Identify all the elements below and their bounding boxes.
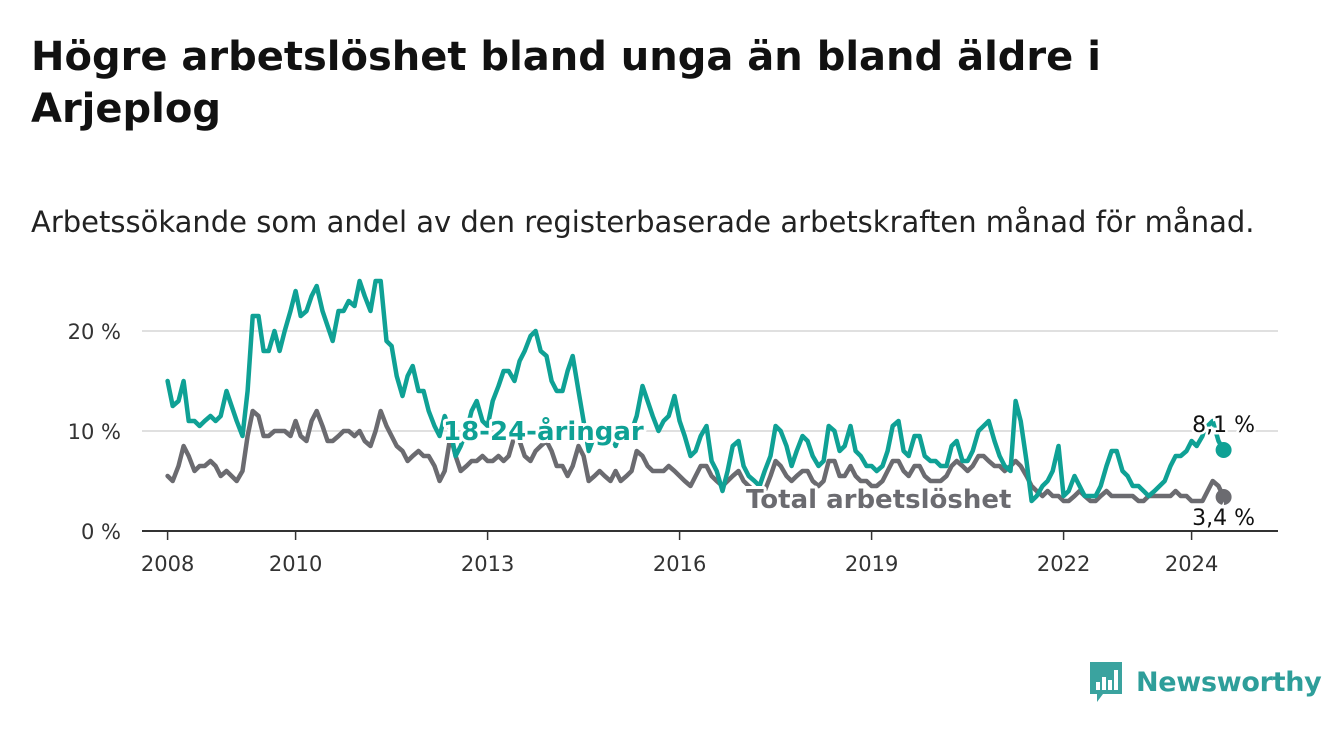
newsworthy-logo-icon [1090,662,1122,702]
y-axis: 0 % 10 % 20 % [68,320,121,544]
x-tick-label: 2008 [141,552,194,576]
x-tick-label: 2024 [1165,552,1218,576]
x-tick-label: 2013 [461,552,514,576]
x-tick-label: 2022 [1037,552,1090,576]
series-label-total: Total arbetslöshet [746,485,1011,515]
newsworthy-brand[interactable]: Newsworthy [1088,660,1322,704]
chart-subtitle: Arbetssökande som andel av den registerb… [31,205,1255,239]
x-tick-label: 2010 [269,552,322,576]
series-label-18-24: 18-24-åringar [443,415,644,447]
end-label-total: 3,4 % [1192,506,1255,531]
series-labels: 18-24-åringar Total arbetslöshet 8,1 % 3,4 … [440,411,1258,534]
x-axis: 2008 2010 2013 2016 2019 2022 2024 [141,530,1278,576]
series-line-total [165,408,1226,504]
series-line-18-24 [165,278,1226,504]
y-tick-label: 0 % [81,520,121,544]
x-tick-label: 2016 [653,552,706,576]
end-point-18-24 [1215,442,1232,458]
x-tick-label: 2019 [845,552,898,576]
series-lines [165,278,1232,505]
y-tick-label: 20 % [68,320,121,344]
y-tick-label: 10 % [68,420,121,444]
brand-name: Newsworthy [1136,666,1322,698]
end-point-total [1215,489,1232,505]
chart-title: Högre arbetslöshet bland unga än bland ä… [31,34,1101,132]
end-label-18-24: 8,1 % [1192,413,1255,438]
